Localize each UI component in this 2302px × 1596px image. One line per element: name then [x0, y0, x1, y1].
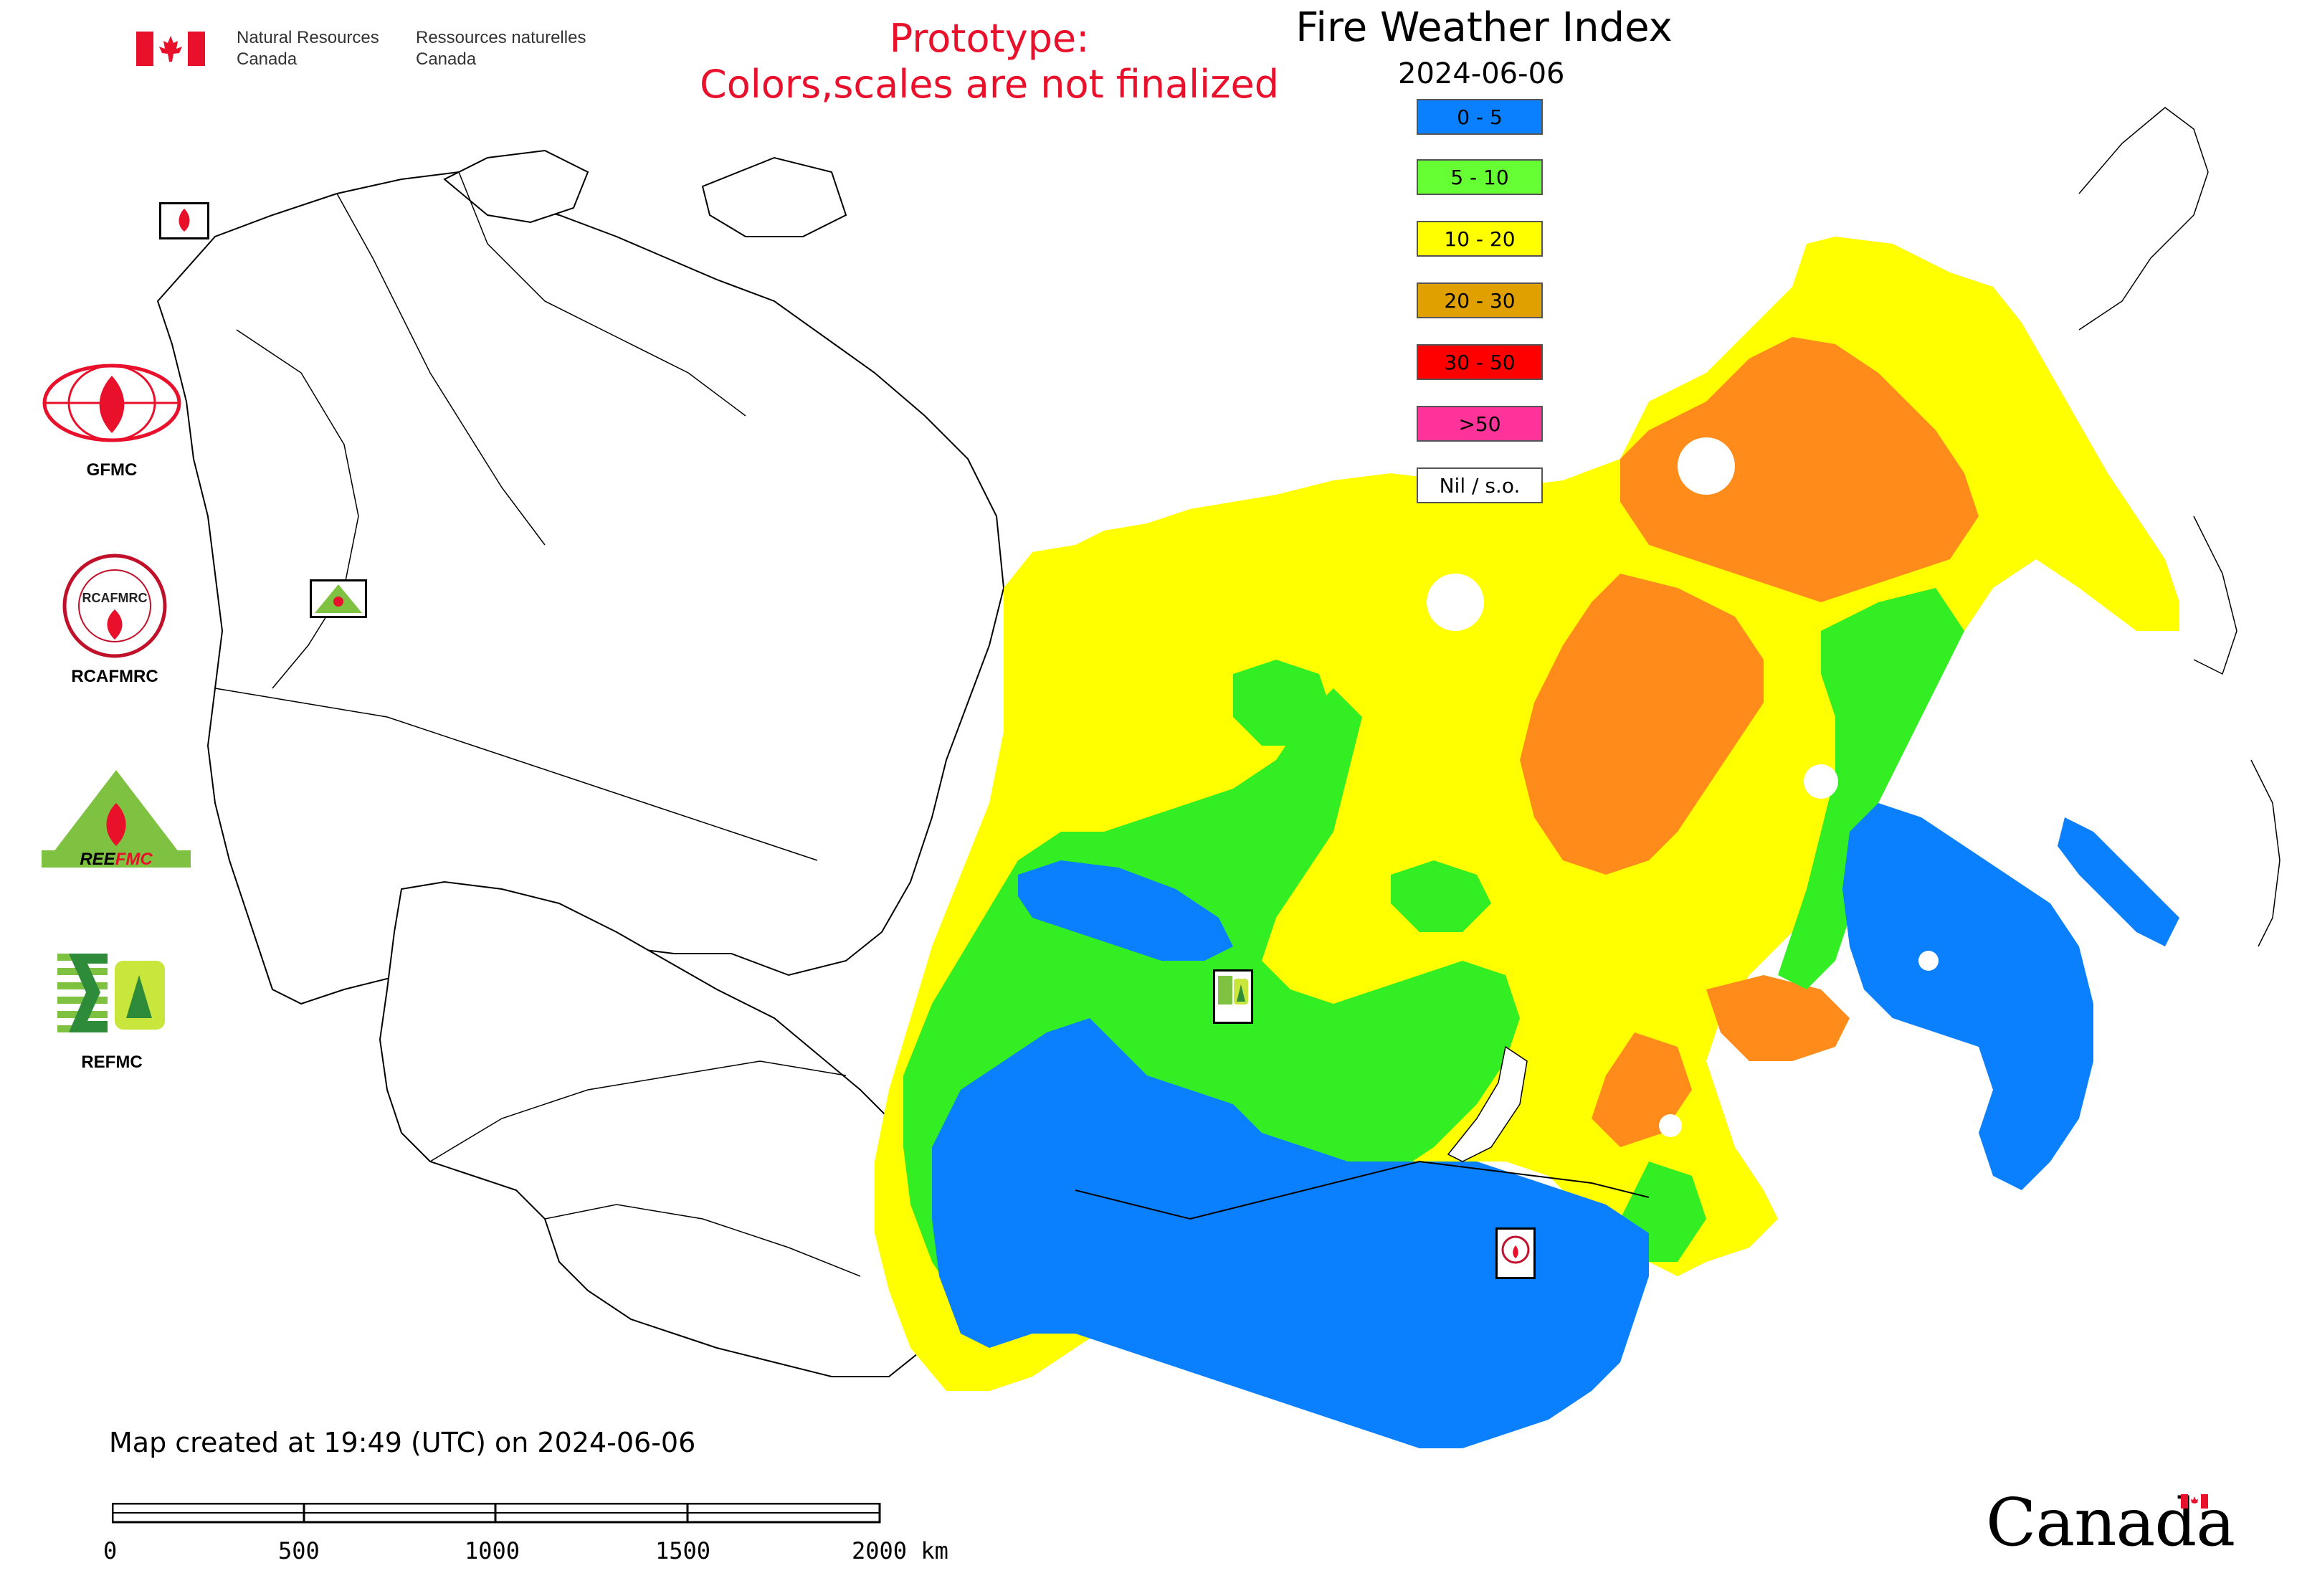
scale-label-0: 0: [103, 1537, 118, 1564]
legend-label: 5 - 10: [1450, 165, 1509, 189]
dept-en-line2: Canada: [237, 49, 298, 69]
gfmc-label: GFMC: [86, 460, 138, 480]
legend-label: 10 - 20: [1444, 227, 1516, 251]
legend-item-nil: Nil / s.o.: [1417, 467, 1543, 503]
internal-borders: [214, 171, 861, 1277]
legend-label: 0 - 5: [1457, 105, 1503, 129]
scale-label-500: 500: [278, 1537, 320, 1564]
legend-item-20-30: 20 - 30: [1417, 282, 1543, 318]
refmc-label: REFMC: [81, 1053, 143, 1072]
rcafmrc-marker-icon[interactable]: [1495, 1227, 1536, 1279]
prototype-line1: Prototype:: [889, 16, 1090, 61]
reefmc-marker-icon[interactable]: [310, 579, 367, 618]
refmc-logo-icon: [40, 946, 184, 1040]
canada-wordmark-text: Canada: [1986, 1484, 2235, 1561]
canada-wordmark: Canada: [1986, 1484, 2235, 1570]
scale-label-1000: 1000: [465, 1537, 520, 1564]
logo-gfmc: GFMC: [40, 363, 184, 480]
legend-label: 20 - 30: [1444, 288, 1516, 313]
legend-item-over-50: >50: [1417, 406, 1543, 442]
gfmc-marker-icon[interactable]: [159, 202, 209, 239]
east-outline: [2078, 107, 2280, 947]
legend-item-10-20: 10 - 20: [1417, 221, 1543, 257]
svg-text:REEFMC: REEFMC: [80, 850, 153, 869]
svg-text:RCAFMRC: RCAFMRC: [82, 591, 148, 605]
dept-fr-line2: Canada: [416, 49, 477, 69]
reefmc-logo-icon: REEFMC: [37, 767, 195, 878]
legend-item-30-50: 30 - 50: [1417, 344, 1543, 380]
logo-rcafmrc: RCAFMRC RCAFMRC: [43, 552, 186, 688]
canada-flag-icon: [136, 32, 205, 66]
legend-label: >50: [1458, 412, 1501, 436]
dept-en-line1: Natural Resources: [237, 28, 379, 47]
map-title: Fire Weather Index: [1295, 4, 1673, 51]
prototype-line2: Colors,scales are not finalized: [700, 62, 1279, 107]
legend-label: 30 - 50: [1444, 350, 1516, 374]
fwi-region: [875, 237, 2179, 1448]
gov-header: Natural Resources Canada Ressources natu…: [136, 27, 609, 77]
wordmark-flag-icon: [2181, 1494, 2208, 1509]
refmc-marker-icon[interactable]: [1213, 969, 1253, 1024]
legend-label: Nil / s.o.: [1439, 473, 1521, 498]
logo-reefmc: REEFMC: [37, 767, 195, 875]
scale-label-1500: 1500: [655, 1537, 711, 1564]
map-created-text: Map created at 19:49 (UTC) on 2024-06-06: [109, 1427, 696, 1458]
logo-refmc: REFMC: [40, 946, 184, 1090]
rcafmrc-logo-icon: RCAFMRC: [43, 552, 186, 660]
rcafmrc-label: RCAFMRC: [71, 667, 158, 686]
country-outlines: [156, 149, 1005, 1377]
legend-item-0-5: 0 - 5: [1417, 99, 1543, 135]
gfmc-logo-icon: [40, 363, 184, 443]
map-date: 2024-06-06: [1398, 57, 1565, 90]
prototype-notice: Prototype: Colors,scales are not finaliz…: [645, 16, 1333, 108]
dept-fr-line1: Ressources naturelles: [416, 28, 586, 47]
scale-label-2000: 2000 km: [852, 1537, 948, 1564]
scale-bar: [111, 1502, 882, 1524]
legend-item-5-10: 5 - 10: [1417, 159, 1543, 195]
